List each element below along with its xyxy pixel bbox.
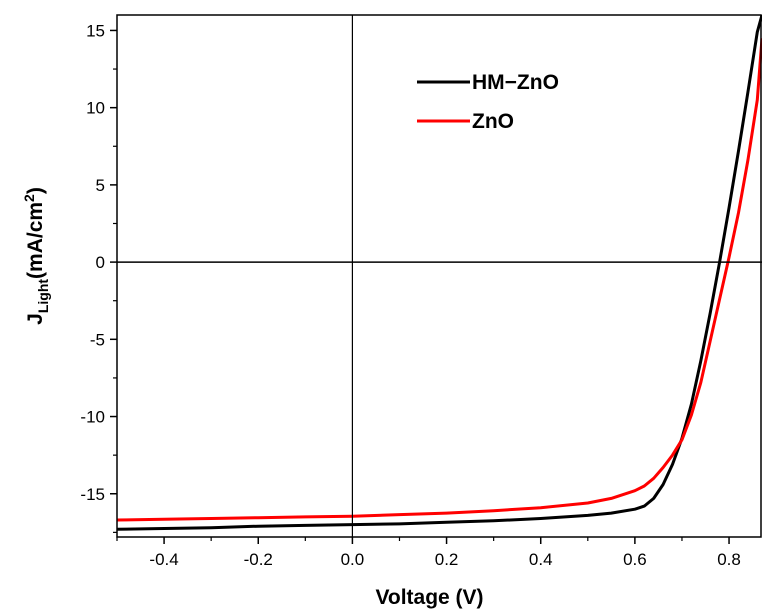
x-tick-label: 0.4 (529, 550, 553, 569)
y-axis-title-superscript: 2 (21, 194, 37, 202)
series-line-1 (117, 38, 762, 522)
y-tick-label: 0 (96, 253, 105, 272)
y-axis-title-unit: (mA/cm (24, 202, 47, 279)
x-tick-label: -0.2 (244, 550, 273, 569)
legend: HM−ZnO ZnO (417, 71, 559, 133)
x-tick-label: -0.4 (149, 550, 178, 569)
y-tick-label: 10 (86, 99, 105, 118)
y-tick-label: -15 (80, 485, 105, 504)
y-axis-title-unit-close: ) (24, 187, 47, 194)
y-tick-label: -10 (80, 408, 105, 427)
y-axis-title: JLight(mA/cm2) (21, 187, 51, 325)
axis-ticks: -0.4 -0.2 0.0 0.2 0.4 0.6 0.8 15 10 5 0 -5 -10 -15 (80, 21, 740, 569)
y-axis-title-main: J (24, 313, 47, 325)
y-tick-label: 15 (86, 21, 105, 40)
series-lines (117, 15, 762, 531)
reference-lines (117, 15, 762, 537)
series-line-0 (117, 15, 762, 531)
x-tick-label: 0.2 (435, 550, 459, 569)
y-axis-title-subscript: Light (35, 279, 51, 314)
legend-label-zno: ZnO (472, 110, 514, 133)
x-tick-label: 0.0 (341, 550, 365, 569)
y-tick-label: -5 (90, 330, 105, 349)
plot-frame (116, 14, 762, 538)
legend-label-hm-zno: HM−ZnO (472, 71, 559, 94)
x-tick-label: 0.8 (717, 550, 741, 569)
x-tick-label: 0.6 (623, 550, 647, 569)
x-axis-title: Voltage (V) (375, 586, 483, 609)
y-tick-label: 5 (96, 176, 105, 195)
